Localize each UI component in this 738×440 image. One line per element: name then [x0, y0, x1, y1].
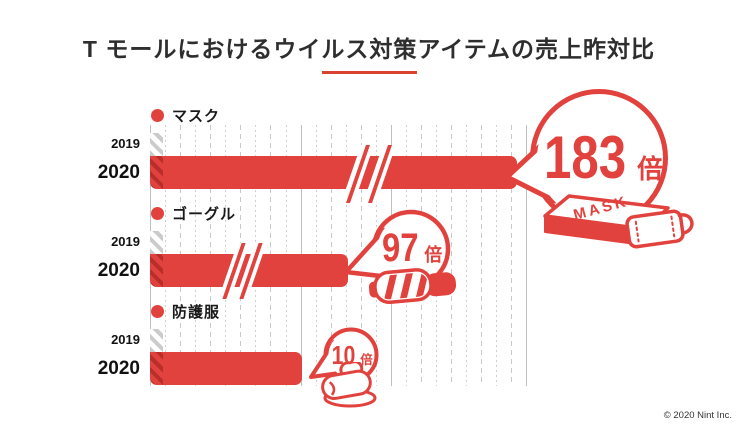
protective-suit-icon: [321, 362, 377, 408]
year-label-2020: 2020: [97, 358, 140, 379]
goggles-icon: [368, 268, 457, 305]
value-number: 183: [543, 124, 627, 191]
speech-bubble-mask: [504, 89, 668, 227]
bar-hatch: [150, 254, 163, 287]
bar-2019-suit: [150, 329, 163, 352]
legend-suit: 防護服: [151, 303, 221, 321]
bar-2019-mask: [150, 133, 163, 156]
gridline: [481, 125, 483, 386]
year-label-2019: 2019: [111, 136, 140, 151]
year-label-2019: 2019: [111, 332, 140, 347]
gridline: [511, 125, 513, 386]
year-label-2020: 2020: [97, 162, 140, 183]
bar-hatch: [150, 352, 163, 385]
gridline: [451, 125, 452, 386]
value-callout-goggles: 97 倍: [370, 228, 450, 268]
gridline: [526, 125, 528, 386]
legend-goggles: ゴーグル: [151, 205, 237, 223]
value-unit: 倍: [360, 353, 373, 367]
bar-2019-goggles: [150, 231, 163, 254]
value-number: 10: [331, 340, 356, 370]
value-unit: 倍: [637, 154, 664, 184]
bar-2020-suit: [150, 352, 302, 385]
value-callout-suit: 10 倍: [326, 342, 376, 368]
legend-label: ゴーグル: [172, 205, 237, 223]
legend-label: 防護服: [172, 303, 221, 321]
copyright-text: © 2020 Nint Inc.: [663, 410, 732, 421]
legend-dot-icon: [151, 108, 164, 122]
legend-dot-icon: [151, 304, 164, 318]
gridline: [496, 125, 498, 386]
title-underline: [322, 71, 417, 74]
bar-2020-mask: [150, 156, 517, 189]
gridline: [466, 125, 468, 386]
bar-hatch: [150, 156, 163, 189]
value-unit: 倍: [424, 245, 443, 265]
legend-dot-icon: [151, 206, 164, 220]
year-label-2019: 2019: [111, 234, 140, 249]
legend-mask: マスク: [151, 107, 221, 125]
chart-title: T モールにおけるウイルス対策アイテムの売上昨対比: [82, 36, 656, 62]
mask-box-icon: MASK: [543, 193, 694, 249]
value-number: 97: [381, 226, 419, 270]
legend-label: マスク: [172, 107, 221, 125]
value-callout-mask: 183 倍: [529, 128, 669, 188]
speech-bubble-suit: [309, 327, 379, 383]
year-label-2020: 2020: [97, 260, 140, 281]
